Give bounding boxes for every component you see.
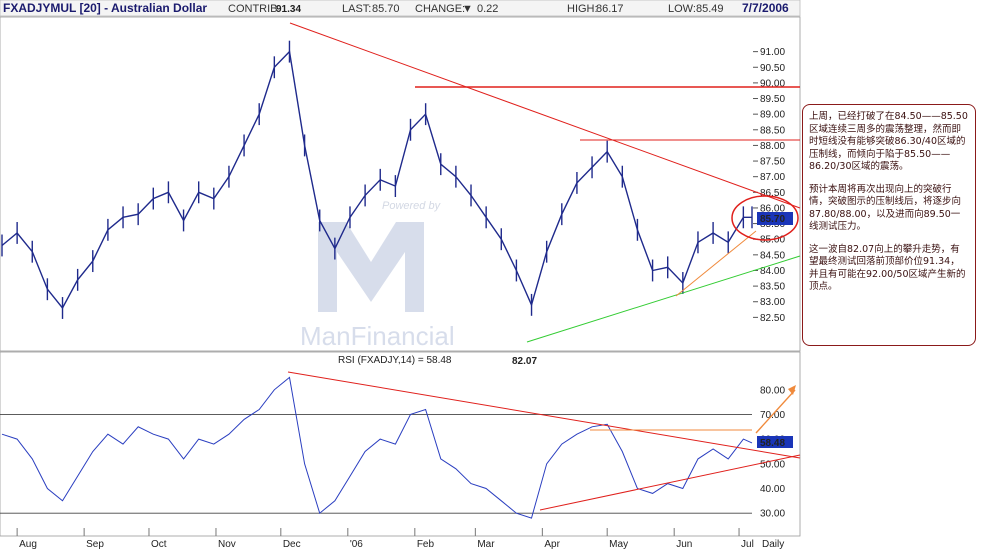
price-y-tick-label: 86.50 [760,188,785,199]
rsi-label: RSI (FXADJY,14) = 58.48 [338,355,452,366]
x-tick-label: Dec [283,539,301,550]
rsi-y-tick-label: 30.00 [760,509,785,520]
rsi-y-tick-label: 50.00 [760,459,785,470]
price-y-tick-label: 89.00 [760,110,785,121]
header-date: 7/7/2006 [742,1,789,15]
rsi-y-tick-label: 80.00 [760,385,785,396]
high-value: 86.17 [596,3,624,15]
price-y-tick-label: 90.50 [760,63,785,74]
current-price-value: 85.70 [760,214,785,225]
last-value: 85.70 [372,3,400,15]
rsi-support-trendline [539,454,801,511]
x-tick-label: Apr [544,539,560,550]
contrib-label: CONTRIB [228,3,278,15]
watermark-brand: ManFinancial [300,321,455,351]
price-y-tick-label: 88.00 [760,141,785,152]
x-axis-daily-label: Daily [762,539,784,550]
rsi-projection-arrowhead-icon [788,385,796,395]
x-tick-label: Nov [218,539,236,550]
current-price-circle [731,195,799,241]
x-tick-label: Mar [477,539,495,550]
price-y-axis: 82.5083.0083.5084.0084.5085.0085.5086.00… [753,47,785,324]
watermark: Powered by ManFinancial [300,200,455,351]
price-y-tick-label: 83.50 [760,282,785,293]
chart-header: FXADJYMUL [20] - Australian Dollar CONTR… [0,0,801,17]
rsi-current-value: 58.48 [760,438,785,449]
change-arrow-icon: ▼ [462,3,473,15]
x-tick-label: Jul [741,539,754,550]
support-trendline-orange [675,230,757,297]
rsi-series-line [1,376,753,519]
price-y-tick-label: 83.00 [760,297,785,308]
last-label: LAST: [342,3,371,15]
change-value: 0.22 [477,3,498,15]
rsi-resistance-trendline [287,371,801,459]
x-tick-label: Aug [19,539,37,550]
price-y-tick-label: 87.00 [760,172,785,183]
low-label: LOW: [668,3,696,15]
price-panel [0,16,801,352]
analysis-paragraph-1: 上周，已经打破了在84.50——85.50区域连续三周多的震荡整理，然而即时短线… [809,111,968,172]
rsi-y-tick-label: 40.00 [760,484,785,495]
price-y-tick-label: 90.00 [760,78,785,89]
rsi-panel [0,351,801,537]
price-y-tick-label: 87.50 [760,157,785,168]
trendlines [287,22,801,511]
rsi-current-badge: 58.48 [757,436,793,449]
x-tick-label: May [609,539,628,550]
price-y-tick-label: 89.50 [760,94,785,105]
change-label: CHANGE: [415,3,465,15]
chart-title: FXADJYMUL [20] - Australian Dollar [3,1,207,15]
low-annotation: 82.07 [512,356,537,367]
price-y-tick-label: 85.00 [760,235,785,246]
low-value: 85.49 [696,3,724,15]
x-tick-label: Oct [151,539,167,550]
current-price-badge: 85.70 [757,212,793,225]
price-y-tick-label: 86.00 [760,203,785,214]
analysis-paragraph-3: 这一波自82.07向上的攀升走势，有望最终测试回落前顶部价位91.34，并且有可… [809,243,966,293]
price-y-tick-label: 88.50 [760,125,785,136]
analysis-note: 上周，已经打破了在84.50——85.50区域连续三周多的震荡整理，然而即时短线… [802,104,976,346]
price-y-tick-label: 84.50 [760,250,785,261]
price-y-tick-label: 84.00 [760,266,785,277]
rsi-projection-arrow [755,389,796,434]
high-annotation: 91.34 [276,4,301,15]
high-label: HIGH: [567,3,598,15]
analysis-paragraph-2: 预计本周将再次出现向上的突破行情，突破图示的压制线后，将逐步向87.80/88.… [809,183,962,233]
x-tick-label: '06 [350,539,363,550]
x-tick-label: Feb [417,539,435,550]
x-tick-label: Sep [86,539,104,550]
watermark-powered: Powered by [382,200,442,212]
x-tick-label: Jun [676,539,692,550]
resistance-trendline [289,22,801,209]
support-trendline-green [526,255,801,343]
price-y-tick-label: 91.00 [760,47,785,58]
price-y-tick-label: 82.50 [760,313,785,324]
x-axis: Aug Sep Oct Nov Dec '06 Feb Mar Apr May Jun Jul [16,528,754,550]
watermark-logo-icon [318,222,424,312]
